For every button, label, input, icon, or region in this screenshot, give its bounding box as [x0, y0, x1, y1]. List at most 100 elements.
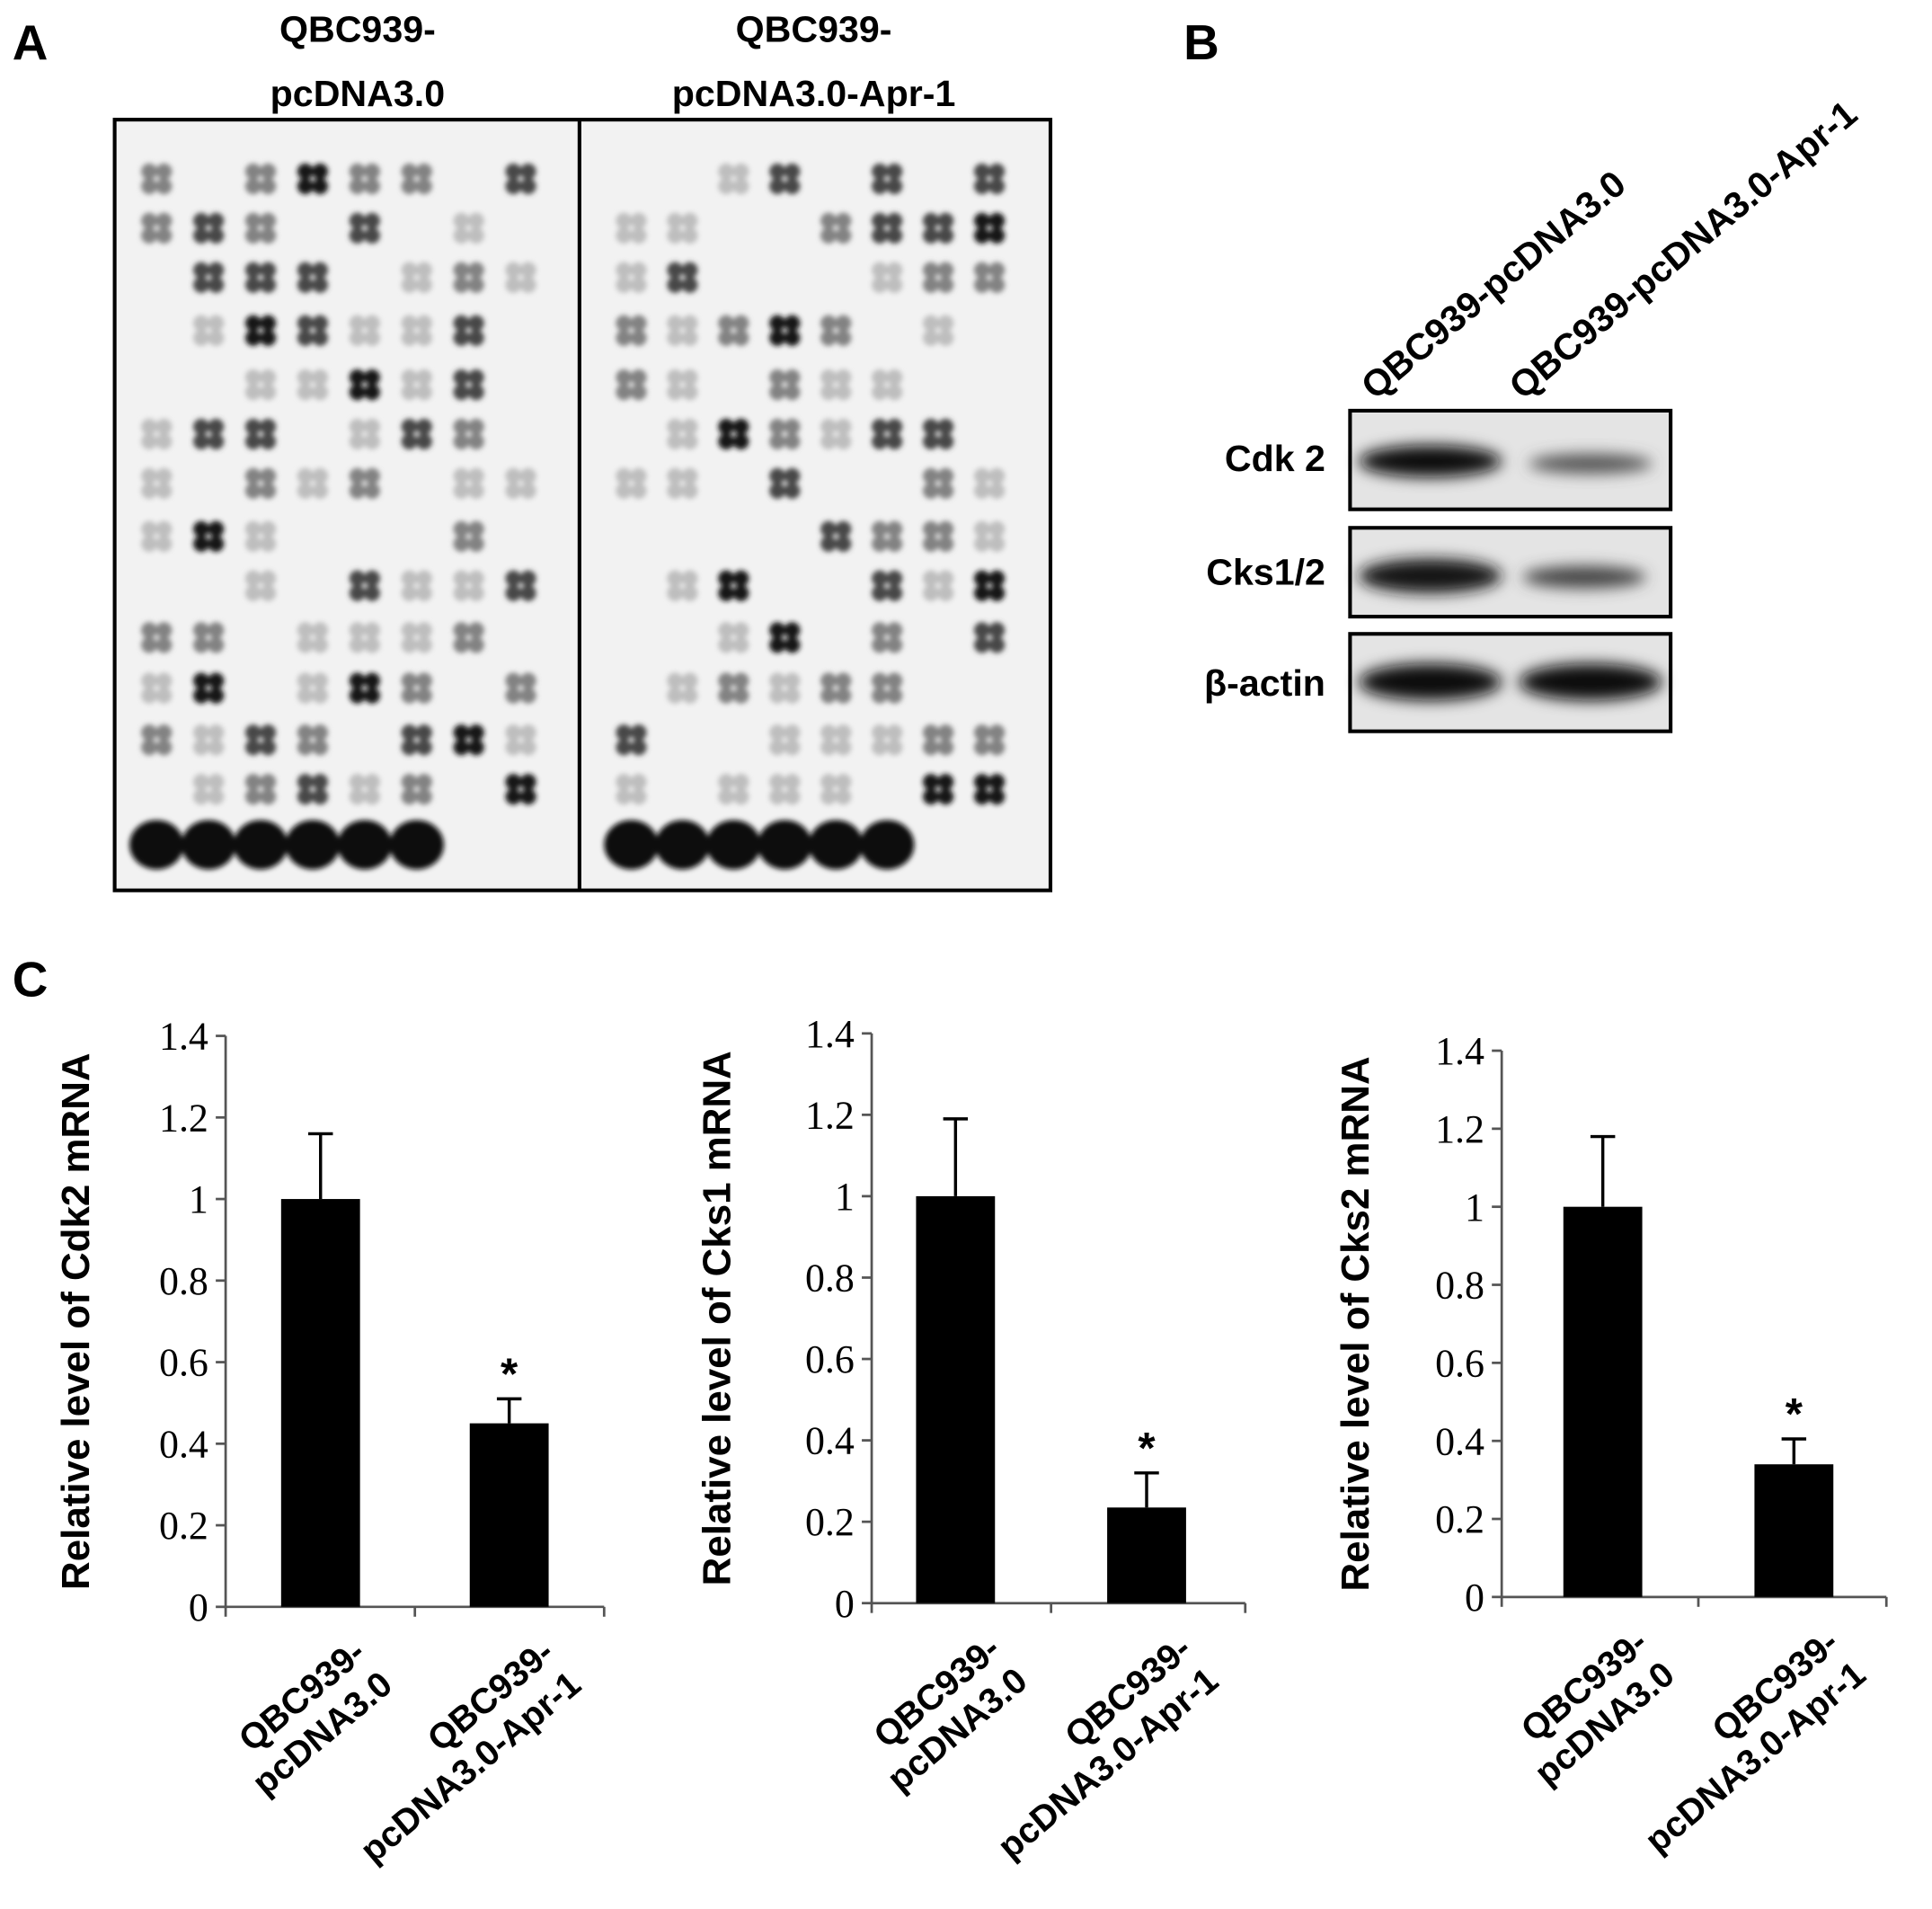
array-spot [260, 277, 277, 293]
array-spot [453, 622, 470, 639]
array-spot [758, 820, 812, 870]
lane-label: QBC939-pcDNA3.0 [1353, 163, 1634, 407]
array-spot [872, 368, 888, 386]
array-spot [769, 330, 785, 346]
array-spot [453, 212, 470, 229]
array-spot [718, 636, 735, 653]
array-spot [681, 687, 698, 704]
array-spot [860, 820, 915, 870]
y-tick-label: 1.4 [1435, 1030, 1484, 1073]
array-spot [973, 536, 990, 553]
array-spot [835, 330, 852, 346]
array-spot [364, 330, 381, 346]
array-spot [681, 418, 698, 435]
array-spot [505, 570, 522, 587]
array-spot [260, 330, 277, 346]
array-spot [349, 384, 366, 401]
y-tick-label: 0.6 [159, 1342, 208, 1385]
array-spot [519, 672, 536, 689]
array-spot [467, 212, 484, 229]
array-spot [208, 536, 225, 553]
array-spot [988, 636, 1006, 653]
array-spot [616, 315, 633, 332]
array-spot [467, 315, 484, 332]
array-spot [505, 277, 522, 293]
array-spot [297, 739, 314, 756]
array-spot [820, 212, 837, 229]
array-spot [988, 178, 1006, 195]
array-spot [718, 315, 735, 332]
array-spot [453, 739, 470, 756]
y-tick-label: 0.2 [1435, 1498, 1484, 1541]
array-spot [453, 585, 470, 601]
array-spot [886, 585, 903, 601]
array-spot [467, 585, 484, 601]
array-spot [784, 315, 801, 332]
array-spot [208, 212, 225, 229]
array-spot [769, 433, 785, 450]
array-spot [872, 227, 888, 244]
array-spot [193, 212, 209, 229]
array-spot [364, 773, 381, 790]
array-spot [401, 433, 418, 450]
array-spot [769, 636, 785, 653]
array-spot [681, 262, 698, 279]
array-spot [835, 315, 852, 332]
array-spot [784, 687, 801, 704]
band [1358, 663, 1502, 701]
array-spot [193, 536, 209, 553]
array-spot [141, 433, 157, 450]
array-spot [364, 636, 381, 653]
array-spot [364, 570, 381, 587]
array-spot [988, 212, 1006, 229]
y-tick-label: 0 [189, 1586, 208, 1629]
array-spot [835, 384, 852, 401]
array-spot [505, 788, 522, 805]
array-spot [922, 315, 939, 332]
array-spot [988, 262, 1006, 279]
array-spot [973, 773, 990, 790]
array-spot [835, 227, 852, 244]
array-spot [732, 418, 749, 435]
array-spot [155, 622, 173, 639]
array-spot [630, 724, 647, 741]
array-spot [732, 315, 749, 332]
array-spot [193, 330, 209, 346]
array-spot [667, 672, 684, 689]
array-spot [630, 773, 647, 790]
array-spot [784, 418, 801, 435]
array-spot [193, 739, 209, 756]
array-spot [820, 724, 837, 741]
array-spot [141, 178, 157, 195]
array-spot [416, 570, 432, 587]
array-spot [297, 315, 314, 332]
array-spot [922, 724, 939, 741]
array-spot [784, 368, 801, 386]
array-spot [835, 773, 852, 790]
array-spot [886, 368, 903, 386]
array-spot [922, 330, 939, 346]
band [1358, 445, 1502, 478]
array-spot [784, 433, 801, 450]
array-spot [937, 330, 954, 346]
array-spot [973, 467, 990, 484]
array-spot [872, 724, 888, 741]
array-spot [193, 672, 209, 689]
array-spot [297, 636, 314, 653]
array-spot [467, 622, 484, 639]
array-spot [453, 483, 470, 500]
array-spot [886, 418, 903, 435]
array-spot [208, 330, 225, 346]
array-spot [389, 820, 444, 870]
array-spot [922, 483, 939, 500]
array-spot [505, 585, 522, 601]
array-spot [244, 330, 261, 346]
array-spot [364, 163, 381, 180]
array-spot [937, 788, 954, 805]
array-spot [208, 262, 225, 279]
array-spot [630, 227, 647, 244]
array-spot [519, 467, 536, 484]
array-spot [872, 163, 888, 180]
array-spot [886, 636, 903, 653]
